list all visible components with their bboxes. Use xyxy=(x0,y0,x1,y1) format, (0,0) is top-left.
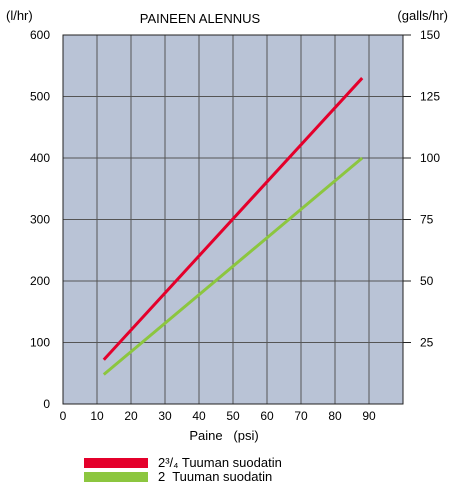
legend-label: 2³/₄ Tuuman suodatin xyxy=(158,455,282,470)
legend-swatch-red xyxy=(84,458,148,468)
y-axis-right-label: (galls/hr) xyxy=(397,8,448,23)
x-tick-label: 30 xyxy=(158,409,172,423)
y-tick-label-right: 25 xyxy=(420,336,434,350)
x-tick-label: 80 xyxy=(328,409,342,423)
y-tick-label-left: 400 xyxy=(30,151,50,165)
y-tick-label-right: 150 xyxy=(420,28,440,42)
grid xyxy=(63,35,403,404)
tick-labels: 0 10 20 30 40 50 60 70 80 90 0 100 200 300 400 500 600 25… xyxy=(30,28,440,423)
x-tick-label: 0 xyxy=(60,409,67,423)
y-tick-label-right: 100 xyxy=(420,151,440,165)
series-line-2 xyxy=(102,156,364,376)
x-tick-label: 40 xyxy=(192,409,206,423)
x-axis-label: Paine (psi) xyxy=(189,428,258,443)
y-tick-label-right: 75 xyxy=(420,213,434,227)
y-tick-label-left: 0 xyxy=(43,397,50,411)
y-tick-label-right: 50 xyxy=(420,274,434,288)
y-tick-label-left: 600 xyxy=(30,28,50,42)
x-tick-label: 10 xyxy=(90,409,104,423)
y-tick-label-left: 100 xyxy=(30,336,50,350)
legend-item: 2³/₄ Tuuman suodatin xyxy=(84,456,282,470)
x-tick-label: 60 xyxy=(260,409,274,423)
y-tick-label-left: 200 xyxy=(30,274,50,288)
x-tick-label: 20 xyxy=(124,409,138,423)
x-tick-label: 50 xyxy=(226,409,240,423)
x-tick-label: 70 xyxy=(294,409,308,423)
y-tick-label-right: 125 xyxy=(420,90,440,104)
legend-item: 2 Tuuman suodatin xyxy=(84,470,282,484)
y-tick-label-left: 500 xyxy=(30,90,50,104)
legend-swatch-green xyxy=(84,472,148,482)
y-tick-label-left: 300 xyxy=(30,213,50,227)
x-tick-label: 90 xyxy=(362,409,376,423)
series-line-1 xyxy=(102,77,364,361)
legend-label: 2 Tuuman suodatin xyxy=(158,469,273,484)
chart-title: PAINEEN ALENNUS xyxy=(140,11,261,26)
y-axis-left-label: (l/hr) xyxy=(6,8,33,23)
legend: 2³/₄ Tuuman suodatin 2 Tuuman suodatin xyxy=(84,456,282,484)
series-group xyxy=(102,77,364,376)
